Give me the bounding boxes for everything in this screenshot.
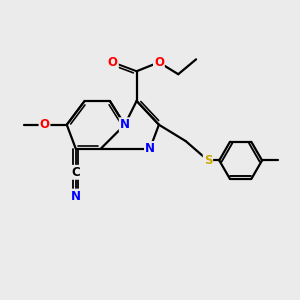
Text: O: O — [108, 56, 118, 69]
Text: S: S — [204, 154, 212, 167]
Text: C: C — [71, 166, 80, 179]
Text: N: N — [71, 190, 81, 202]
Text: O: O — [154, 56, 164, 69]
Text: N: N — [120, 118, 130, 131]
Text: N: N — [145, 142, 155, 155]
Text: O: O — [40, 118, 50, 131]
